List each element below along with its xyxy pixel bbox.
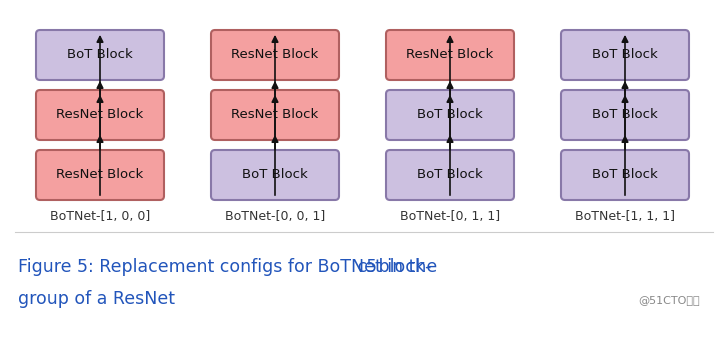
- Text: BoT Block: BoT Block: [592, 49, 658, 61]
- Text: BoT Block: BoT Block: [417, 168, 483, 181]
- Text: BoT Block: BoT Block: [592, 168, 658, 181]
- FancyBboxPatch shape: [211, 90, 339, 140]
- FancyBboxPatch shape: [36, 150, 164, 200]
- Text: block-: block-: [373, 258, 432, 276]
- Text: @51CTO博客: @51CTO博客: [638, 295, 700, 305]
- Text: c5: c5: [357, 258, 377, 276]
- FancyBboxPatch shape: [386, 90, 514, 140]
- Text: BoT Block: BoT Block: [417, 108, 483, 121]
- Text: ResNet Block: ResNet Block: [56, 108, 143, 121]
- Text: BoT Block: BoT Block: [67, 49, 133, 61]
- FancyBboxPatch shape: [36, 90, 164, 140]
- Text: BoT Block: BoT Block: [242, 168, 308, 181]
- FancyBboxPatch shape: [211, 30, 339, 80]
- FancyBboxPatch shape: [211, 150, 339, 200]
- Text: BoTNet-[0, 1, 1]: BoTNet-[0, 1, 1]: [400, 210, 500, 223]
- FancyBboxPatch shape: [386, 150, 514, 200]
- FancyBboxPatch shape: [561, 90, 689, 140]
- Text: ResNet Block: ResNet Block: [232, 49, 319, 61]
- Text: Figure 5: Replacement configs for BoTNet in the: Figure 5: Replacement configs for BoTNet…: [18, 258, 443, 276]
- Text: ResNet Block: ResNet Block: [56, 168, 143, 181]
- Text: group of a ResNet: group of a ResNet: [18, 290, 175, 308]
- FancyBboxPatch shape: [561, 30, 689, 80]
- FancyBboxPatch shape: [561, 150, 689, 200]
- Text: ResNet Block: ResNet Block: [232, 108, 319, 121]
- Text: ResNet Block: ResNet Block: [406, 49, 494, 61]
- Text: BoTNet-[1, 1, 1]: BoTNet-[1, 1, 1]: [575, 210, 675, 223]
- Text: BoTNet-[0, 0, 1]: BoTNet-[0, 0, 1]: [225, 210, 325, 223]
- Text: BoTNet-[1, 0, 0]: BoTNet-[1, 0, 0]: [50, 210, 150, 223]
- FancyBboxPatch shape: [36, 30, 164, 80]
- FancyBboxPatch shape: [386, 30, 514, 80]
- Text: BoT Block: BoT Block: [592, 108, 658, 121]
